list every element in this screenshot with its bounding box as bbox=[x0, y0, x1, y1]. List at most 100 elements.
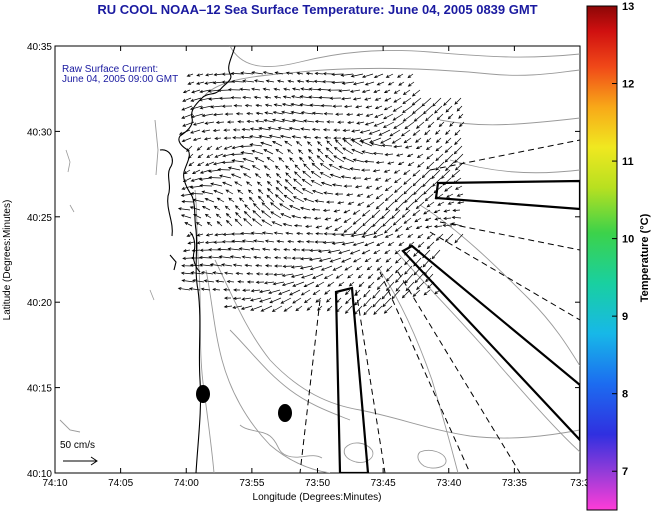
y-tick-label: 40:15 bbox=[27, 384, 52, 395]
current-vector bbox=[314, 240, 324, 244]
current-vector bbox=[227, 166, 241, 171]
current-vector bbox=[299, 265, 313, 270]
current-vector bbox=[373, 121, 385, 127]
current-vector bbox=[348, 281, 355, 287]
current-vector bbox=[317, 148, 324, 155]
current-vector bbox=[190, 256, 201, 260]
current-vector bbox=[322, 72, 334, 76]
current-vector bbox=[417, 241, 425, 248]
current-vector bbox=[331, 72, 344, 77]
current-vector bbox=[406, 153, 414, 157]
current-vector bbox=[215, 145, 223, 150]
current-vector bbox=[255, 280, 265, 284]
current-vector bbox=[230, 96, 242, 100]
current-vector bbox=[352, 257, 362, 263]
current-vector bbox=[294, 171, 302, 179]
current-vector bbox=[281, 103, 293, 107]
current-vector bbox=[224, 271, 234, 275]
current-vector bbox=[456, 201, 465, 205]
current-vector bbox=[335, 297, 342, 304]
current-vector bbox=[299, 103, 313, 107]
current-vector bbox=[342, 156, 355, 163]
current-vector bbox=[238, 197, 245, 203]
current-vector bbox=[356, 121, 365, 125]
current-vector bbox=[323, 273, 334, 279]
current-vector bbox=[189, 263, 203, 267]
current-vector bbox=[376, 241, 385, 246]
current-vector bbox=[431, 169, 441, 180]
current-vector bbox=[369, 137, 382, 143]
current-vector bbox=[366, 265, 373, 271]
current-vector bbox=[402, 113, 414, 122]
current-vector bbox=[186, 233, 194, 237]
current-vector bbox=[189, 185, 203, 189]
current-vector bbox=[258, 134, 272, 139]
current-vector bbox=[212, 113, 224, 117]
current-vector bbox=[273, 87, 281, 91]
current-vector bbox=[365, 113, 374, 117]
y-tick-label: 40:10 bbox=[27, 469, 52, 480]
current-vector bbox=[264, 95, 272, 99]
current-vector bbox=[352, 241, 365, 247]
current-vector bbox=[261, 247, 271, 251]
x-tick-label: 73:50 bbox=[305, 478, 330, 489]
current-vector bbox=[201, 113, 214, 118]
current-vector bbox=[264, 264, 273, 268]
current-vector bbox=[259, 289, 271, 294]
current-vector bbox=[344, 265, 353, 271]
current-vector bbox=[402, 97, 412, 105]
current-vector bbox=[246, 119, 255, 124]
current-vector bbox=[310, 170, 322, 179]
current-vector bbox=[182, 177, 192, 183]
current-vector bbox=[352, 217, 362, 225]
current-vector bbox=[209, 263, 223, 267]
current-vector bbox=[266, 157, 275, 163]
current-vector bbox=[244, 204, 251, 211]
current-vector bbox=[361, 150, 374, 155]
current-vector bbox=[251, 87, 261, 91]
current-vector bbox=[341, 81, 355, 85]
current-vector bbox=[271, 221, 283, 227]
y-tick-label: 40:30 bbox=[27, 127, 52, 138]
current-vector bbox=[415, 121, 425, 129]
current-vector bbox=[327, 249, 341, 254]
current-vector bbox=[452, 208, 461, 213]
current-vector bbox=[266, 180, 273, 187]
current-vector bbox=[311, 111, 324, 115]
current-vector bbox=[349, 167, 361, 171]
current-vector bbox=[386, 265, 393, 272]
blob-marker bbox=[196, 385, 210, 403]
current-vector bbox=[387, 161, 395, 165]
current-vector bbox=[315, 232, 324, 236]
current-vector bbox=[308, 257, 322, 262]
current-vector bbox=[403, 169, 411, 175]
current-vector bbox=[272, 110, 284, 115]
current-vector bbox=[378, 129, 391, 136]
current-vector bbox=[269, 297, 282, 304]
current-vector bbox=[332, 104, 343, 108]
current-vector bbox=[263, 149, 274, 155]
current-vector bbox=[242, 95, 252, 100]
current-vector bbox=[283, 186, 294, 195]
current-vector bbox=[318, 95, 332, 100]
current-vector bbox=[298, 149, 304, 155]
current-vector bbox=[213, 189, 224, 195]
current-vector bbox=[376, 81, 385, 86]
current-vector bbox=[362, 217, 372, 227]
current-vector bbox=[285, 172, 292, 179]
current-vector bbox=[442, 177, 452, 186]
current-vector bbox=[201, 190, 214, 195]
current-vector bbox=[249, 297, 262, 302]
current-vector bbox=[182, 256, 192, 261]
current-vector bbox=[242, 288, 251, 292]
current-vector bbox=[349, 89, 361, 93]
current-vector bbox=[392, 105, 403, 112]
current-vector bbox=[325, 225, 333, 230]
current-vector bbox=[407, 161, 415, 167]
current-vector bbox=[315, 281, 325, 288]
current-vector bbox=[230, 71, 244, 76]
current-vector bbox=[253, 255, 262, 259]
current-vector bbox=[404, 145, 413, 149]
current-vector bbox=[385, 273, 394, 282]
current-vector bbox=[200, 271, 214, 275]
